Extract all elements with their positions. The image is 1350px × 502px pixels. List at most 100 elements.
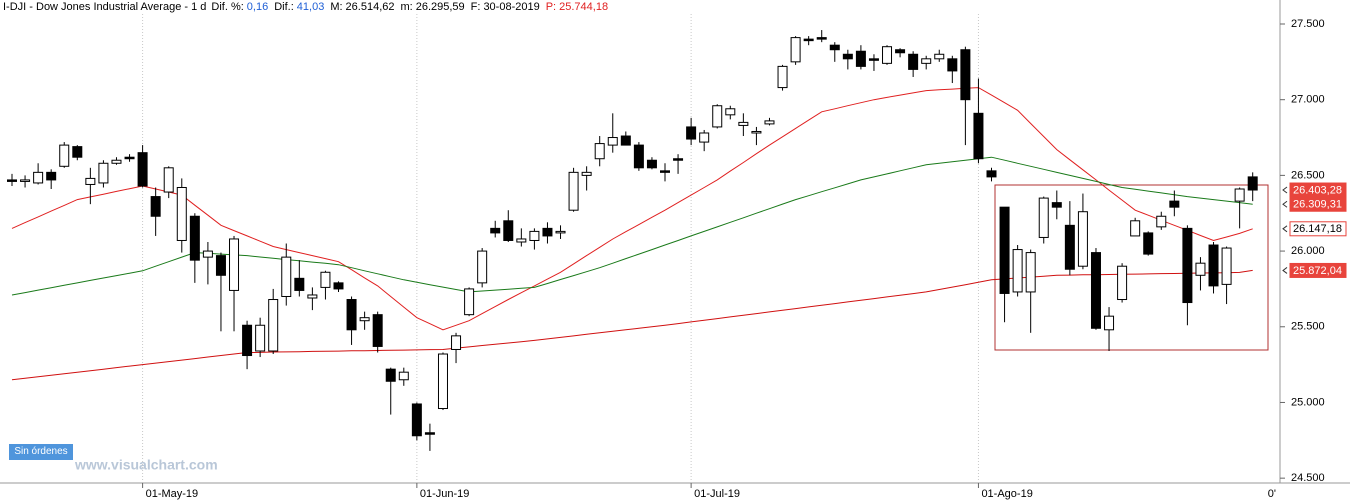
candle-body <box>85 177 96 185</box>
moving-average <box>11 156 1253 296</box>
candle-body <box>607 137 618 146</box>
candle-body <box>1104 315 1115 331</box>
candle-body <box>150 196 161 217</box>
x-tick-label: 01-Jun-19 <box>420 488 470 500</box>
candle-body <box>1012 249 1023 293</box>
candle-body <box>46 171 57 181</box>
candle-body <box>1025 252 1036 293</box>
candle-body <box>176 186 187 241</box>
candle-body <box>359 317 370 322</box>
candle-body <box>646 159 657 169</box>
candle-body <box>320 271 331 288</box>
candle-body <box>803 38 814 42</box>
candle-body <box>307 294 318 299</box>
field-value: 41,03 <box>296 1 325 13</box>
field-value: 25.744,18 <box>559 1 609 13</box>
x-tick-label: 01-Ago-19 <box>981 488 1032 500</box>
candle-body <box>516 238 527 243</box>
candle-body <box>98 162 109 184</box>
candle-body <box>581 171 592 176</box>
candle-body <box>790 37 801 63</box>
candle-body <box>281 256 292 297</box>
field-value: 0,16 <box>246 1 269 13</box>
candle-body <box>699 132 710 143</box>
field-label: P: <box>545 1 557 13</box>
candle-body <box>437 353 448 410</box>
candle-body <box>411 403 422 437</box>
x-tick-label: 0' <box>1268 488 1276 500</box>
candle-body <box>921 58 932 64</box>
candle-body <box>242 324 253 357</box>
candle-body <box>751 130 762 134</box>
candle-body <box>712 105 723 128</box>
y-tick-label: 26.000 <box>1291 245 1325 257</box>
candle-body <box>986 170 997 178</box>
candle-body <box>1077 211 1088 267</box>
range-box <box>994 184 1269 351</box>
candle-body <box>215 255 226 276</box>
candle-body <box>346 299 357 331</box>
candle-body <box>555 230 566 234</box>
price-marker <box>1282 267 1288 274</box>
candle-body <box>1169 200 1180 208</box>
candle-body <box>490 227 501 234</box>
candle-body <box>137 152 148 187</box>
candle-body <box>124 156 135 160</box>
candle-body <box>1051 202 1062 208</box>
x-tick-label: 01-May-19 <box>146 488 199 500</box>
candle-body <box>868 58 879 61</box>
candle-body <box>686 126 697 140</box>
field-value: 30-08-2019 <box>483 1 540 13</box>
candle-body <box>1247 176 1258 191</box>
candle-body <box>882 46 893 64</box>
candle-body <box>294 277 305 291</box>
field-label: Dif.: <box>274 1 294 13</box>
price-label: 26.403,28 <box>1293 184 1342 196</box>
candle-body <box>398 371 409 381</box>
candle-body <box>934 53 945 60</box>
price-label: 26.147,18 <box>1293 223 1342 235</box>
price-label-box <box>1289 262 1347 278</box>
candle-body <box>7 179 17 182</box>
candle-body <box>1143 232 1154 255</box>
candle-body <box>725 108 736 116</box>
y-tick-label: 25.000 <box>1291 396 1325 408</box>
x-tick-label: 01-Jul-19 <box>694 488 740 500</box>
candle-body <box>1234 188 1245 202</box>
orders-button[interactable]: Sin órdenes <box>9 444 73 460</box>
field-label: M: <box>330 1 343 13</box>
candle-body <box>1182 227 1193 304</box>
candle-body <box>33 171 44 184</box>
candle-body <box>385 368 396 382</box>
field-label: Dif. %: <box>211 1 244 13</box>
candle-body <box>202 250 213 258</box>
candle-body <box>542 227 553 237</box>
candle-body <box>477 250 488 284</box>
candle-body <box>673 158 684 161</box>
candle-body <box>1195 262 1206 276</box>
candle-body <box>829 44 840 51</box>
candle-body <box>503 220 514 241</box>
candle-body <box>1130 220 1141 237</box>
field-label: m: <box>400 1 413 13</box>
candle-body <box>229 238 240 291</box>
price-label-box <box>1289 196 1347 212</box>
candle-body <box>842 53 853 60</box>
candle-body <box>1156 215 1167 228</box>
candle-body <box>59 144 70 167</box>
candle-body <box>568 171 579 211</box>
price-label-box <box>1289 221 1347 237</box>
candle-body <box>947 58 958 72</box>
candle-body <box>1064 224 1075 270</box>
candle-body <box>895 49 906 54</box>
y-tick-label: 24.500 <box>1291 472 1325 484</box>
candle-body <box>255 324 266 352</box>
y-tick-label: 26.500 <box>1291 169 1325 181</box>
field-value: 26.514,62 <box>345 1 395 13</box>
candle-body <box>333 282 344 290</box>
field-label: F: <box>470 1 481 13</box>
candle-body <box>1208 244 1219 287</box>
candle-body <box>738 121 749 126</box>
price-label: 25.872,04 <box>1293 265 1342 277</box>
